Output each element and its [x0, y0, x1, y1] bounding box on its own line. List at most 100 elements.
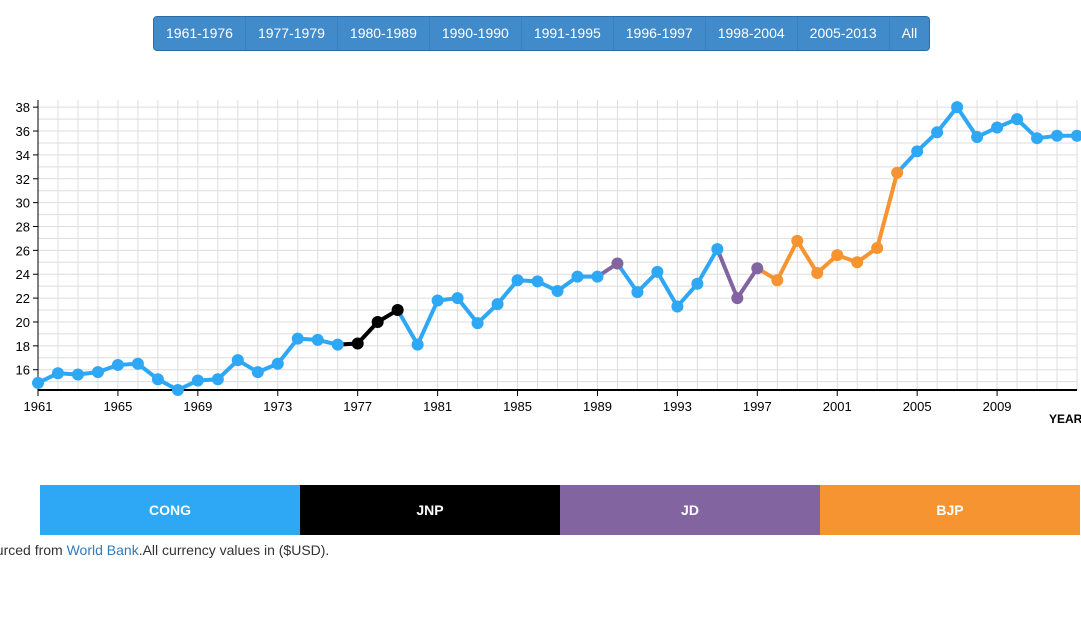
y-tick-label: 18	[16, 339, 30, 354]
data-point-1977[interactable]	[351, 337, 364, 350]
line-chart: 16 18 20 22 24 26 28 30 32 34 36 38 1961 1965 1969 1973…	[16, 100, 1081, 426]
data-point-2009[interactable]	[991, 121, 1004, 134]
data-point-1993[interactable]	[671, 300, 684, 313]
y-tick-label: 34	[16, 148, 30, 163]
source-note-prefix: ourced from	[0, 542, 63, 558]
data-point-2011[interactable]	[1031, 132, 1044, 145]
data-point-2000[interactable]	[811, 267, 824, 280]
data-point-1965[interactable]	[111, 358, 124, 371]
data-point-1975[interactable]	[311, 333, 324, 346]
source-note: ourced from World Bank.All currency valu…	[0, 542, 329, 558]
data-point-1986[interactable]	[531, 275, 544, 288]
x-tick-label: 1961	[24, 399, 53, 414]
data-point-2008[interactable]	[971, 130, 984, 143]
data-point-2013[interactable]	[1071, 129, 1081, 142]
data-point-1992[interactable]	[651, 265, 664, 278]
data-point-1971[interactable]	[231, 354, 244, 367]
data-point-1967[interactable]	[151, 373, 164, 386]
series-segment-bjp	[775, 238, 800, 283]
data-point-1980[interactable]	[411, 338, 424, 351]
x-tick-label: 2001	[823, 399, 852, 414]
data-point-1968[interactable]	[171, 384, 184, 396]
data-point-1990[interactable]	[611, 257, 624, 270]
filter-button-1980-1989[interactable]: 1980-1989	[338, 17, 430, 50]
data-point-1988[interactable]	[571, 270, 584, 283]
legend-item-jnp[interactable]: JNP	[300, 485, 560, 535]
legend-item-jd[interactable]: JD	[560, 485, 820, 535]
x-tick-label: 1985	[503, 399, 532, 414]
series-segment-bjp	[875, 170, 900, 250]
data-point-1979[interactable]	[391, 304, 404, 317]
series-segment-cong	[695, 247, 720, 286]
data-point-1973[interactable]	[271, 357, 284, 370]
data-point-1995[interactable]	[711, 243, 724, 256]
filter-button-1998-2004[interactable]: 1998-2004	[706, 17, 798, 50]
y-tick-label: 30	[16, 196, 30, 211]
data-point-1978[interactable]	[371, 315, 384, 328]
data-point-1976[interactable]	[331, 338, 344, 351]
legend-item-bjp[interactable]: BJP	[820, 485, 1080, 535]
data-point-1998[interactable]	[771, 274, 784, 287]
data-point-1966[interactable]	[131, 357, 144, 370]
data-point-1972[interactable]	[251, 366, 264, 379]
data-point-1974[interactable]	[291, 332, 304, 345]
data-point-1970[interactable]	[211, 373, 224, 386]
data-point-1991[interactable]	[631, 286, 644, 299]
data-point-2003[interactable]	[871, 241, 884, 254]
series-segment-cong	[655, 269, 680, 309]
data-point-1987[interactable]	[551, 284, 564, 297]
data-point-1983[interactable]	[471, 317, 484, 330]
filter-button-1996-1997[interactable]: 1996-1997	[614, 17, 706, 50]
y-tick-label: 32	[16, 172, 30, 187]
data-point-1985[interactable]	[511, 274, 524, 287]
filter-button-all[interactable]: All	[901, 25, 918, 41]
data-point-1996[interactable]	[731, 292, 744, 305]
source-note-suffix: .All currency values in ($USD).	[138, 542, 330, 558]
data-point-2006[interactable]	[931, 126, 944, 139]
data-point-1969[interactable]	[191, 374, 204, 387]
chart-axes: 16 18 20 22 24 26 28 30 32 34 36 38 1961 1965 1969 1973…	[16, 100, 1077, 414]
data-point-1984[interactable]	[491, 298, 504, 311]
data-point-1961[interactable]	[32, 376, 44, 389]
x-tick-label: 2005	[903, 399, 932, 414]
x-tick-label: 1981	[423, 399, 452, 414]
series-segment-cong	[395, 308, 420, 347]
world-bank-link[interactable]: World Bank	[66, 542, 139, 558]
y-tick-label: 20	[16, 315, 30, 330]
x-tick-label: 2009	[983, 399, 1012, 414]
data-point-2005[interactable]	[911, 145, 924, 158]
data-point-1963[interactable]	[71, 368, 84, 381]
filter-button-1990-1990[interactable]: 1990-1990	[430, 17, 522, 50]
x-tick-label: 1997	[743, 399, 772, 414]
data-point-2010[interactable]	[1011, 113, 1024, 126]
data-point-1997[interactable]	[751, 262, 764, 275]
party-legend: CONG JNP JD BJP	[40, 485, 1080, 535]
x-axis-title: YEAR	[1049, 412, 1081, 426]
data-point-1962[interactable]	[51, 367, 64, 380]
y-tick-label: 38	[16, 100, 30, 115]
data-point-1999[interactable]	[791, 234, 804, 247]
data-point-1981[interactable]	[431, 294, 444, 307]
x-tick-label: 1969	[183, 399, 212, 414]
data-point-2012[interactable]	[1051, 129, 1064, 142]
y-tick-label: 16	[16, 363, 30, 378]
legend-item-cong[interactable]: CONG	[40, 485, 300, 535]
filter-button-1977-1979[interactable]: 1977-1979	[246, 17, 338, 50]
data-point-1982[interactable]	[451, 292, 464, 305]
x-tick-label: 1989	[583, 399, 612, 414]
data-point-1994[interactable]	[691, 277, 704, 290]
filter-button-1991-1995[interactable]: 1991-1995	[522, 17, 614, 50]
data-point-1964[interactable]	[91, 366, 104, 379]
y-tick-label: 28	[16, 220, 30, 235]
chart-grid	[37, 100, 1078, 390]
filter-button-2005-2013[interactable]: 2005-2013	[798, 17, 890, 50]
data-point-2004[interactable]	[891, 166, 904, 179]
series-segment-bjp	[795, 238, 820, 276]
data-point-2007[interactable]	[951, 101, 964, 114]
data-point-2002[interactable]	[851, 256, 864, 269]
data-point-2001[interactable]	[831, 249, 844, 262]
x-tick-label: 1973	[263, 399, 292, 414]
data-point-1989[interactable]	[591, 270, 604, 283]
x-tick-label: 1965	[103, 399, 132, 414]
filter-button-1961-1976[interactable]: 1961-1976	[154, 17, 246, 50]
